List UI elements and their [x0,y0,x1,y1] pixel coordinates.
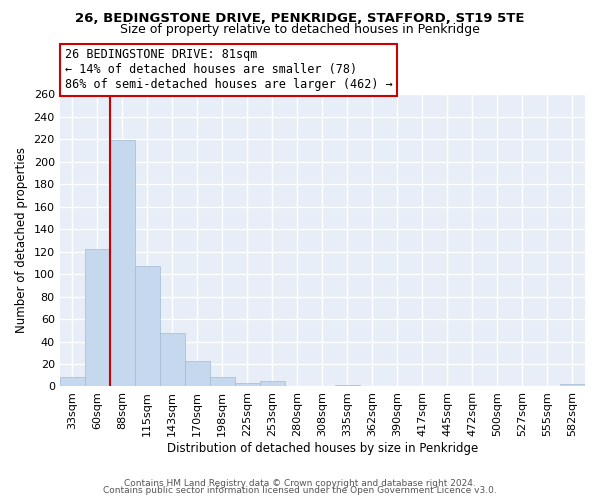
Bar [135,266,160,386]
Text: 26 BEDINGSTONE DRIVE: 81sqm
← 14% of detached houses are smaller (78)
86% of sem: 26 BEDINGSTONE DRIVE: 81sqm ← 14% of det… [65,48,392,92]
Bar [185,360,210,386]
Bar [85,250,110,386]
Bar [235,383,260,386]
Text: Contains HM Land Registry data © Crown copyright and database right 2024.: Contains HM Land Registry data © Crown c… [124,478,476,488]
Bar [110,140,135,386]
Text: Contains public sector information licensed under the Open Government Licence v3: Contains public sector information licen… [103,486,497,495]
Bar [160,332,185,386]
Bar [560,384,585,386]
Text: Size of property relative to detached houses in Penkridge: Size of property relative to detached ho… [120,22,480,36]
Bar [59,378,85,386]
Text: 26, BEDINGSTONE DRIVE, PENKRIDGE, STAFFORD, ST19 5TE: 26, BEDINGSTONE DRIVE, PENKRIDGE, STAFFO… [75,12,525,26]
Bar [260,381,285,386]
Y-axis label: Number of detached properties: Number of detached properties [15,148,28,334]
X-axis label: Distribution of detached houses by size in Penkridge: Distribution of detached houses by size … [167,442,478,455]
Bar [210,378,235,386]
